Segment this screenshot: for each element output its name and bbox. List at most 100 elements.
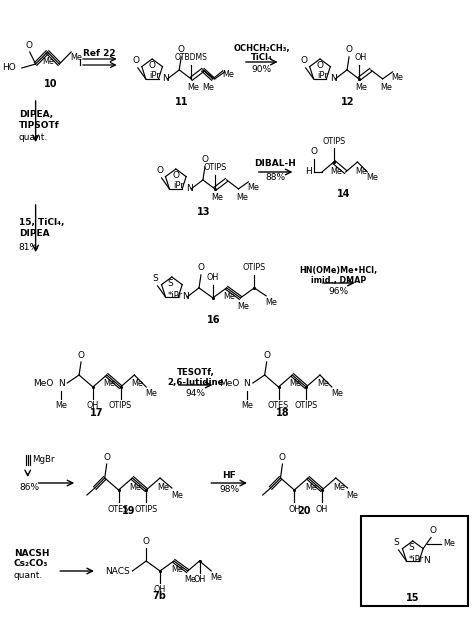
Text: OTIPS: OTIPS	[243, 263, 266, 273]
Text: DIBAL-H: DIBAL-H	[255, 160, 296, 168]
Text: *iPr: *iPr	[409, 555, 424, 563]
Text: Me: Me	[237, 303, 249, 311]
Text: OH: OH	[87, 401, 99, 411]
Text: Me: Me	[202, 84, 214, 92]
Bar	[362, 516, 468, 606]
Text: Me: Me	[171, 565, 183, 575]
Text: S: S	[167, 280, 173, 288]
Text: Me: Me	[223, 71, 235, 79]
Text: O: O	[25, 41, 32, 49]
Text: 7b: 7b	[152, 591, 166, 601]
Text: Me: Me	[247, 183, 259, 192]
Text: 86%: 86%	[20, 484, 40, 492]
Text: 19: 19	[122, 506, 135, 516]
Text: TESOTf,: TESOTf,	[177, 369, 215, 378]
Text: 16: 16	[207, 315, 220, 325]
Text: Me: Me	[381, 84, 392, 92]
Text: *iPr: *iPr	[168, 291, 183, 300]
Text: iPr: iPr	[173, 182, 184, 190]
Text: O: O	[310, 147, 318, 157]
Text: Me: Me	[237, 193, 248, 202]
Text: 11: 11	[175, 97, 189, 107]
Text: O: O	[156, 167, 163, 175]
Text: O: O	[429, 526, 437, 535]
Text: Me: Me	[241, 401, 253, 409]
Text: Me: Me	[330, 167, 342, 175]
Text: OTIPS: OTIPS	[109, 401, 132, 411]
Text: 90%: 90%	[252, 64, 272, 74]
Text: OH: OH	[288, 504, 301, 514]
Text: 88%: 88%	[265, 173, 286, 182]
Text: Me: Me	[145, 389, 157, 399]
Text: O: O	[132, 56, 139, 66]
Text: OTIPS: OTIPS	[322, 137, 346, 145]
Text: OTIPS: OTIPS	[294, 401, 318, 411]
Text: MeO: MeO	[219, 379, 239, 388]
Text: Me: Me	[104, 379, 116, 389]
Text: OH: OH	[154, 585, 166, 595]
Text: Me: Me	[185, 575, 197, 585]
Text: 2,6-lutidine: 2,6-lutidine	[167, 378, 224, 386]
Text: Me: Me	[43, 57, 55, 66]
Text: Me: Me	[355, 84, 367, 92]
Text: DIPEA,: DIPEA,	[19, 110, 53, 120]
Text: 15: 15	[406, 593, 419, 603]
Text: MeO: MeO	[33, 379, 54, 388]
Text: 13: 13	[197, 207, 210, 217]
Text: OTIPS: OTIPS	[135, 504, 158, 514]
Text: H: H	[305, 167, 311, 177]
Text: 14: 14	[337, 189, 350, 199]
Text: Me: Me	[392, 74, 403, 82]
Text: S: S	[153, 275, 158, 283]
Text: N: N	[244, 379, 250, 388]
Text: 20: 20	[297, 506, 311, 516]
Text: NACS: NACS	[105, 567, 129, 575]
Text: Me: Me	[265, 298, 277, 308]
Text: Me: Me	[289, 379, 301, 389]
Text: HF: HF	[222, 470, 236, 479]
Text: Me: Me	[224, 293, 236, 301]
Text: O: O	[300, 56, 307, 66]
Text: Me: Me	[55, 401, 67, 409]
Text: Me: Me	[331, 389, 343, 399]
Text: Me: Me	[210, 573, 222, 582]
Text: DIPEA: DIPEA	[19, 228, 49, 238]
Text: 10: 10	[44, 79, 57, 89]
Text: imid., DMAP: imid., DMAP	[311, 276, 366, 285]
Text: O: O	[201, 155, 209, 164]
Text: Me: Me	[317, 379, 329, 389]
Text: N: N	[186, 185, 192, 193]
Text: 15, TiCl₄,: 15, TiCl₄,	[19, 218, 64, 227]
Text: Me: Me	[171, 490, 183, 499]
Text: O: O	[279, 452, 286, 462]
Text: 96%: 96%	[328, 288, 349, 296]
Text: quant.: quant.	[14, 570, 43, 580]
Text: TiCl₄: TiCl₄	[251, 52, 273, 62]
Text: Me: Me	[443, 539, 455, 548]
Text: O: O	[149, 62, 155, 71]
Text: iPr: iPr	[150, 72, 161, 80]
Text: N: N	[162, 74, 169, 84]
Text: Me: Me	[333, 482, 345, 492]
Text: OTES: OTES	[268, 401, 289, 411]
Text: S: S	[408, 544, 414, 552]
Text: OH: OH	[355, 54, 367, 62]
Text: O: O	[143, 537, 150, 545]
Text: 98%: 98%	[219, 484, 239, 494]
Text: 18: 18	[276, 408, 289, 418]
Text: Me: Me	[346, 490, 358, 499]
Text: N: N	[330, 74, 337, 84]
Text: O: O	[263, 351, 270, 359]
Text: Ref 22: Ref 22	[83, 49, 116, 59]
Text: 17: 17	[90, 408, 104, 418]
Text: O: O	[173, 172, 179, 180]
Text: OTIPS: OTIPS	[203, 163, 227, 172]
Text: Me: Me	[211, 193, 223, 202]
Text: O: O	[317, 62, 323, 71]
Text: MgBr: MgBr	[32, 454, 54, 464]
Text: Me: Me	[157, 482, 169, 492]
Text: N: N	[58, 379, 64, 388]
Text: N: N	[423, 557, 429, 565]
Text: Cs₂CO₃: Cs₂CO₃	[14, 558, 48, 567]
Text: O: O	[178, 46, 185, 54]
